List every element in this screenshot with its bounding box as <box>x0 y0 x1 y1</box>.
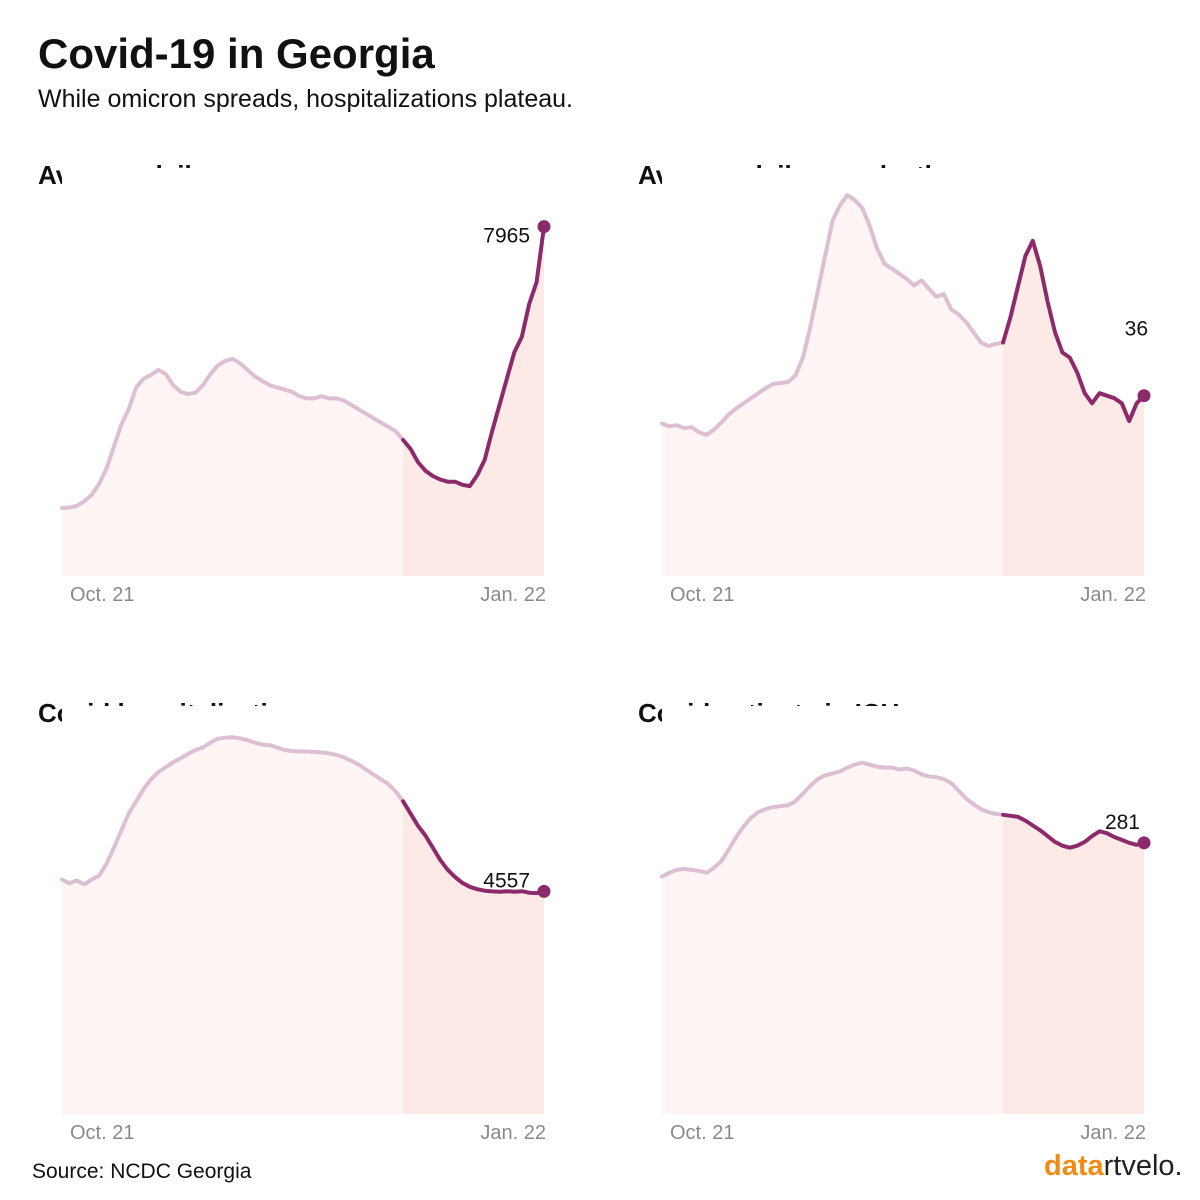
series-line-recent <box>1001 238 1146 424</box>
last-value-label: 36 <box>1125 318 1148 341</box>
series-line-history <box>660 193 1006 437</box>
last-value-label: 4557 <box>483 869 530 892</box>
x-tick-label: Oct. 21 <box>670 584 734 606</box>
page-subtitle: While omicron spreads, hospitalizations … <box>38 85 573 113</box>
last-point <box>1137 389 1151 403</box>
chart-icu: 281 Oct. 21 Jan. 22 <box>660 706 1151 1144</box>
x-tick-label: Jan. 22 <box>1080 584 1146 606</box>
series-line-recent <box>401 799 546 896</box>
area-mask <box>62 168 544 508</box>
series-line-recent <box>401 224 546 489</box>
x-tick-label: Oct. 21 <box>70 1122 134 1144</box>
series-line-history <box>60 356 406 510</box>
last-value-label: 7965 <box>483 225 530 248</box>
x-tick-label: Oct. 21 <box>70 584 134 606</box>
brand-logo: datartvelo. <box>1044 1150 1183 1183</box>
x-tick-label: Jan. 22 <box>480 584 546 606</box>
last-point <box>537 220 551 234</box>
area-mask <box>662 168 1144 435</box>
brand-text-data: data <box>1044 1150 1104 1182</box>
last-point <box>537 884 551 898</box>
chart-deaths: 36 Oct. 21 Jan. 22 <box>660 168 1151 606</box>
chart-cases: 7965 Oct. 21 Jan. 22 <box>60 168 551 606</box>
brand-text-rtvelo: rtvelo. <box>1103 1150 1183 1182</box>
series-line-history <box>660 760 1006 879</box>
area-mask <box>662 706 1144 877</box>
x-tick-label: Jan. 22 <box>480 1122 546 1144</box>
chart-hospitalizations: 4557 Oct. 21 Jan. 22 <box>60 706 551 1144</box>
series-line-history <box>60 735 406 887</box>
last-point <box>1137 836 1151 850</box>
last-value-label: 281 <box>1105 811 1140 834</box>
source-note: Source: NCDC Georgia <box>32 1160 252 1183</box>
area-mask <box>62 706 544 894</box>
x-tick-label: Oct. 21 <box>670 1122 734 1144</box>
page-title: Covid-19 in Georgia <box>38 30 435 77</box>
series-line-recent <box>1001 812 1146 850</box>
x-tick-label: Jan. 22 <box>1080 1122 1146 1144</box>
